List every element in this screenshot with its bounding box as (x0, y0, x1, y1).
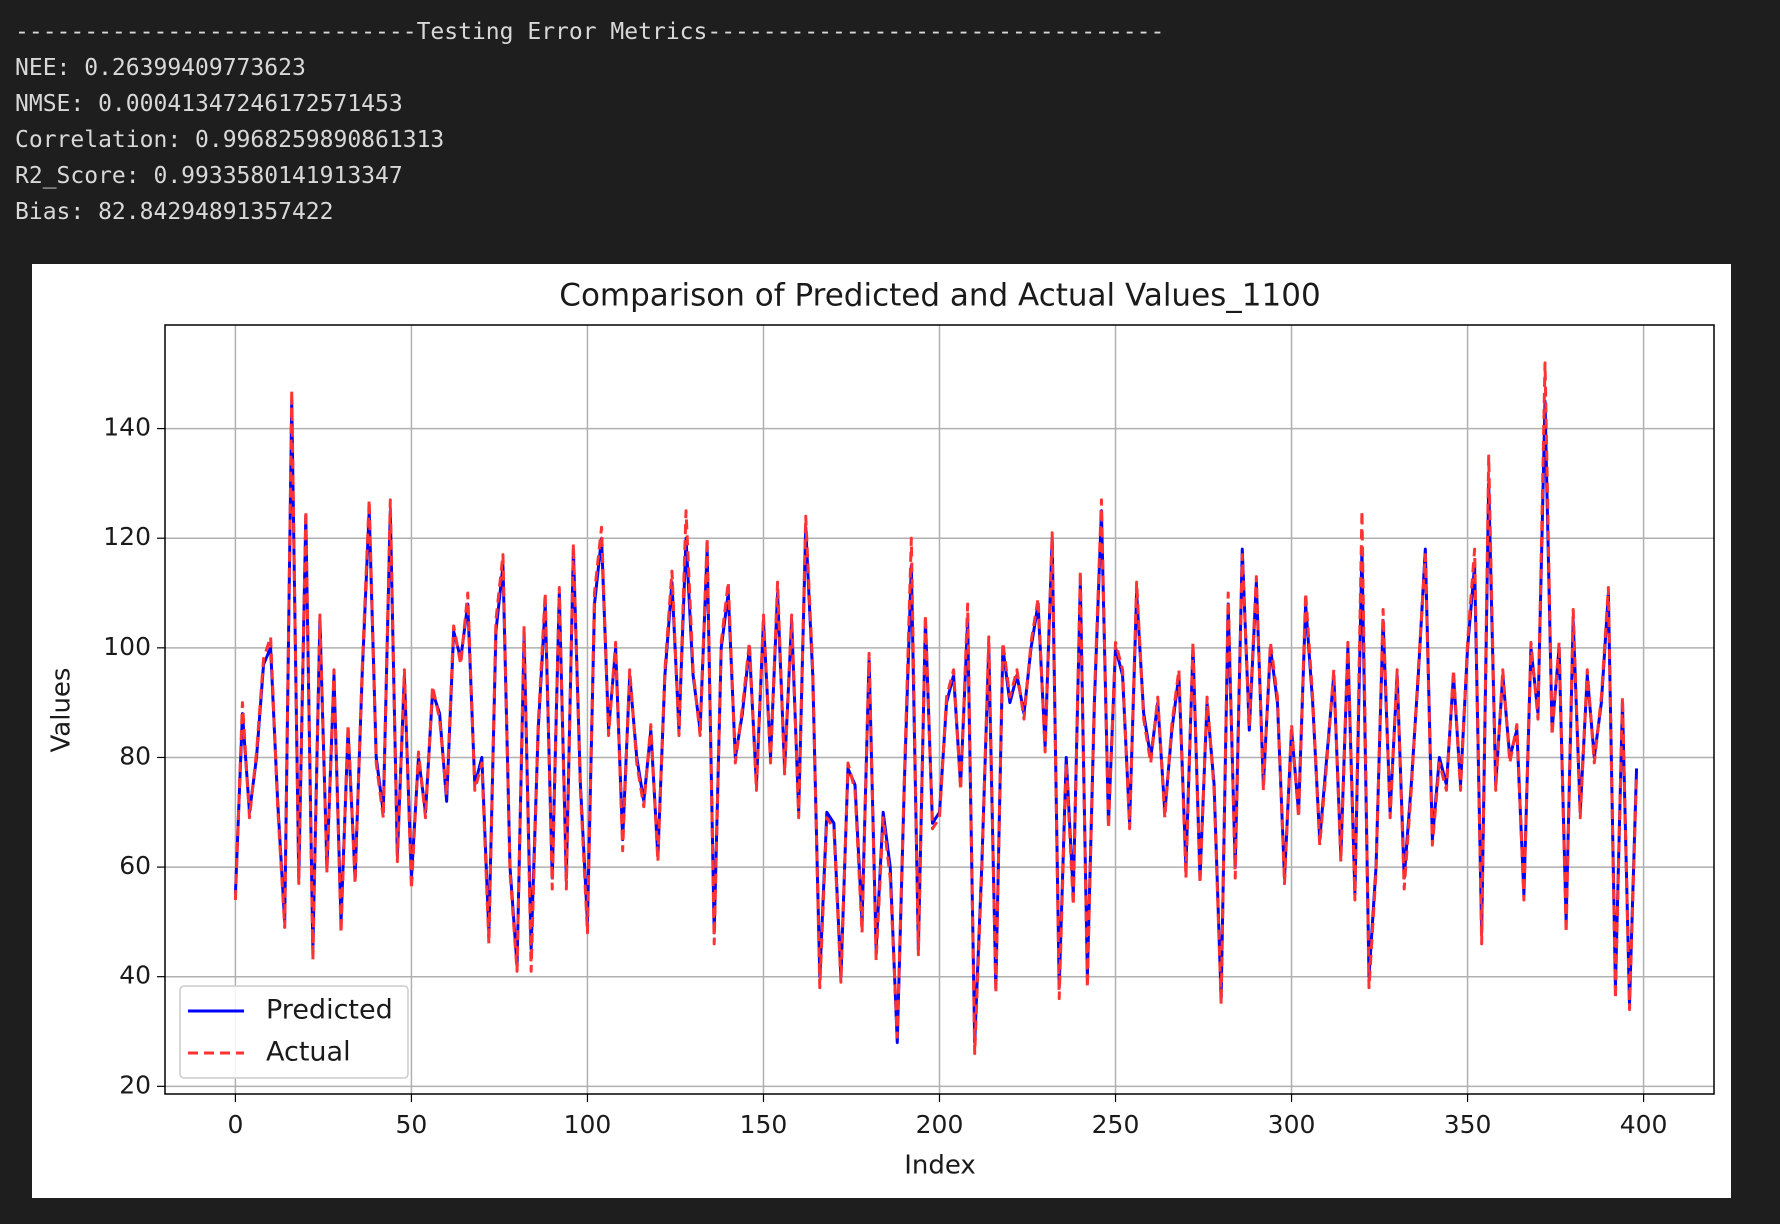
y-tick-label: 120 (103, 522, 151, 551)
y-tick-label: 40 (119, 961, 151, 990)
y-tick-label: 60 (119, 851, 151, 880)
x-tick-label: 400 (1620, 1110, 1668, 1139)
x-tick-label: 100 (564, 1110, 612, 1139)
output-line: R2_Score: 0.9933580141913347 (15, 163, 403, 189)
x-tick-label: 250 (1092, 1110, 1140, 1139)
text-output: -----------------------------Testing Err… (15, 14, 1164, 230)
y-tick-label: 80 (119, 741, 151, 770)
legend-label: Predicted (266, 995, 393, 1026)
chart-title: Comparison of Predicted and Actual Value… (559, 278, 1320, 314)
series-line (233, 361, 1639, 1055)
output-line: NEE: 0.26399409773623 (15, 55, 306, 81)
plot-frame (164, 324, 1715, 1095)
x-tick-label: 150 (740, 1110, 788, 1139)
y-tick-label: 140 (103, 413, 151, 442)
legend-box (179, 985, 409, 1079)
y-tick-label: 20 (119, 1070, 151, 1099)
x-axis-label: Index (904, 1151, 976, 1181)
legend-label: Actual (266, 1037, 351, 1068)
x-tick-label: 0 (227, 1110, 243, 1139)
output-line: Correlation: 0.9968259890861313 (15, 127, 445, 153)
x-tick-label: 350 (1444, 1110, 1492, 1139)
y-tick-label: 100 (103, 632, 151, 661)
x-tick-label: 300 (1268, 1110, 1316, 1139)
output-line: Bias: 82.84294891357422 (15, 199, 334, 225)
x-tick-label: 50 (396, 1110, 428, 1139)
x-tick-label: 200 (916, 1110, 964, 1139)
output-line: NMSE: 0.00041347246172571453 (15, 91, 403, 117)
y-axis-label: Values (47, 668, 77, 753)
output-line: -----------------------------Testing Err… (15, 19, 1165, 45)
